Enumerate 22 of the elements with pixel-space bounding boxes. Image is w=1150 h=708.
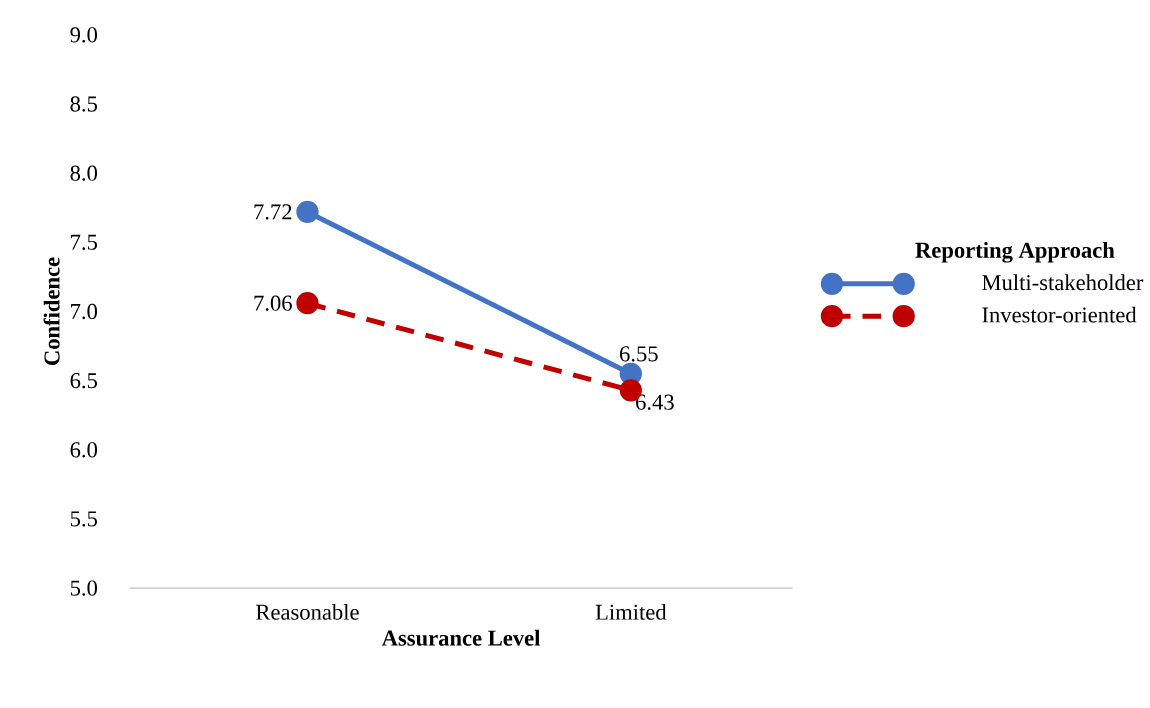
x-tick-label: Limited (595, 604, 667, 620)
text: Multi-stakeholder (982, 274, 1144, 291)
y-tick-label: 8.5 (70, 96, 97, 112)
y-tick-label: 5.5 (70, 511, 97, 527)
data-label: 7.06 (254, 295, 292, 311)
point (296, 200, 319, 224)
y-tick-label: 6.5 (70, 373, 97, 389)
y-tick-label: 6.0 (70, 442, 98, 458)
data-label: 7.72 (254, 204, 292, 220)
legend-title: Reporting Approach (915, 242, 1115, 263)
y-tick-label: 8.0 (70, 165, 98, 181)
y-axis-title: Confidence (43, 257, 60, 366)
data-label: 6.43 (636, 394, 674, 410)
text: Investor-oriented (982, 306, 1137, 323)
y-tick-label: 9.0 (70, 27, 98, 43)
y-tick-label: 7.5 (71, 234, 97, 251)
x-tick-label: Reasonable (256, 604, 359, 620)
x-axis-title: Assurance Level (381, 629, 541, 646)
y-tick-label: 5.0 (70, 580, 98, 596)
y-tick-label: 7.0 (71, 303, 98, 320)
data-label: 6.55 (620, 346, 658, 362)
point (296, 292, 319, 315)
